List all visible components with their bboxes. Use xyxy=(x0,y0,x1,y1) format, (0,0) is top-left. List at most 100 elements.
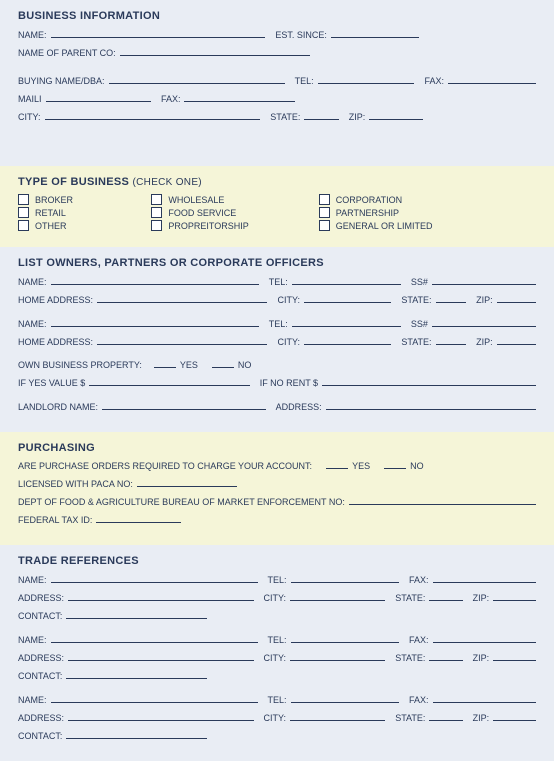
owner2-name-label: NAME: xyxy=(18,318,47,331)
ifyes-field[interactable] xyxy=(89,376,249,386)
ref3-zip-field[interactable] xyxy=(493,711,536,721)
ref1-tel-field[interactable] xyxy=(291,573,399,583)
ifno-field[interactable] xyxy=(322,376,536,386)
ifno-label: IF NO RENT $ xyxy=(260,377,318,390)
dept-label: DEPT OF FOOD & AGRICULTURE BUREAU OF MAR… xyxy=(18,496,345,509)
ref3-address-field[interactable] xyxy=(68,711,254,721)
ref1-city-label: CITY: xyxy=(264,592,287,605)
trade-references-section: TRADE REFERENCES NAME: TEL: FAX: ADDRESS… xyxy=(0,545,554,761)
ref1-state-label: STATE: xyxy=(395,592,425,605)
ownprop-yes-field[interactable] xyxy=(154,359,176,368)
partnership-checkbox[interactable] xyxy=(319,207,330,218)
ref3-city-field[interactable] xyxy=(290,711,385,721)
ref3-contact-field[interactable] xyxy=(66,729,207,739)
ref1-address-label: ADDRESS: xyxy=(18,592,64,605)
ref2-state-label: STATE: xyxy=(395,652,425,665)
ref1-contact-label: CONTACT: xyxy=(18,610,62,623)
ref2-name-field[interactable] xyxy=(51,633,258,643)
no-label: NO xyxy=(238,359,252,372)
partnership-label: PARTNERSHIP xyxy=(336,208,399,218)
ref1-address-field[interactable] xyxy=(68,591,254,601)
tel-label: TEL: xyxy=(295,75,314,88)
ref1-name-field[interactable] xyxy=(51,573,258,583)
purch-yes-field[interactable] xyxy=(326,460,348,469)
fed-field[interactable] xyxy=(96,513,181,523)
owners-heading: LIST OWNERS, PARTNERS OR CORPORATE OFFIC… xyxy=(18,257,536,269)
owner1-home-label: HOME ADDRESS: xyxy=(18,294,93,307)
dept-field[interactable] xyxy=(349,495,536,505)
ref2-zip-field[interactable] xyxy=(493,651,536,661)
owner1-name-field[interactable] xyxy=(51,275,259,285)
ref1-zip-field[interactable] xyxy=(493,591,536,601)
state-field[interactable] xyxy=(304,110,338,120)
ref2-contact-field[interactable] xyxy=(66,669,207,679)
tel-field[interactable] xyxy=(318,74,415,84)
ref3-state-field[interactable] xyxy=(429,711,462,721)
est-field[interactable] xyxy=(331,28,419,38)
ref2-tel-field[interactable] xyxy=(291,633,399,643)
ref3-name-field[interactable] xyxy=(51,693,258,703)
owner2-home-field[interactable] xyxy=(97,335,267,345)
maili-label: MAILI xyxy=(18,93,42,106)
owner1-ss-field[interactable] xyxy=(432,275,536,285)
ref2-state-field[interactable] xyxy=(429,651,462,661)
owner1-state-field[interactable] xyxy=(436,293,467,303)
purch-no-field[interactable] xyxy=(384,460,406,469)
fax-field[interactable] xyxy=(448,74,536,84)
name-field[interactable] xyxy=(51,28,266,38)
yes-label: YES xyxy=(180,359,198,372)
owner1-ss-label: SS# xyxy=(411,276,428,289)
purch-q1-label: ARE PURCHASE ORDERS REQUIRED TO CHARGE Y… xyxy=(18,460,312,473)
retail-label: RETAIL xyxy=(35,208,66,218)
purchasing-heading: PURCHASING xyxy=(18,442,536,454)
owner1-city-field[interactable] xyxy=(304,293,391,303)
zip-field[interactable] xyxy=(369,110,423,120)
city-field[interactable] xyxy=(45,110,261,120)
owner2-city-label: CITY: xyxy=(277,336,300,349)
owner1-home-field[interactable] xyxy=(97,293,267,303)
broker-checkbox[interactable] xyxy=(18,194,29,205)
owner1-zip-field[interactable] xyxy=(497,293,536,303)
paca-field[interactable] xyxy=(137,477,237,487)
ifyes-label: IF YES VALUE $ xyxy=(18,377,85,390)
ref3-fax-field[interactable] xyxy=(433,693,537,703)
parent-field[interactable] xyxy=(120,46,310,56)
owner2-zip-label: ZIP: xyxy=(476,336,493,349)
ref1-city-field[interactable] xyxy=(290,591,385,601)
fax-label: FAX: xyxy=(424,75,444,88)
other-checkbox[interactable] xyxy=(18,220,29,231)
retail-checkbox[interactable] xyxy=(18,207,29,218)
foodservice-checkbox[interactable] xyxy=(151,207,162,218)
owner2-zip-field[interactable] xyxy=(497,335,536,345)
ref2-contact-label: CONTACT: xyxy=(18,670,62,683)
ownprop-no-field[interactable] xyxy=(212,359,234,368)
corp-checkbox[interactable] xyxy=(319,194,330,205)
owner1-tel-field[interactable] xyxy=(292,275,401,285)
buying-field[interactable] xyxy=(109,74,285,84)
ref3-state-label: STATE: xyxy=(395,712,425,725)
fax2-field[interactable] xyxy=(184,92,294,102)
landlord-address-field[interactable] xyxy=(326,400,536,410)
gen-checkbox[interactable] xyxy=(319,220,330,231)
ref2-fax-field[interactable] xyxy=(433,633,537,643)
ref2-address-label: ADDRESS: xyxy=(18,652,64,665)
wholesale-checkbox[interactable] xyxy=(151,194,162,205)
owner2-city-field[interactable] xyxy=(304,335,391,345)
ref2-address-field[interactable] xyxy=(68,651,254,661)
ref1-fax-field[interactable] xyxy=(433,573,537,583)
business-info-heading: BUSINESS INFORMATION xyxy=(18,10,536,22)
wholesale-label: WHOLESALE xyxy=(168,195,224,205)
owner2-tel-field[interactable] xyxy=(292,317,401,327)
type-heading: TYPE OF BUSINESS (CHECK ONE) xyxy=(18,176,536,188)
owner2-ss-field[interactable] xyxy=(432,317,536,327)
owner2-state-field[interactable] xyxy=(436,335,467,345)
landlord-field[interactable] xyxy=(102,400,266,410)
ref1-state-field[interactable] xyxy=(429,591,462,601)
ref3-tel-field[interactable] xyxy=(291,693,399,703)
maili-field[interactable] xyxy=(46,92,151,102)
owner2-name-field[interactable] xyxy=(51,317,259,327)
ref2-city-field[interactable] xyxy=(290,651,385,661)
prop-label: PROPREITORSHIP xyxy=(168,221,248,231)
prop-checkbox[interactable] xyxy=(151,220,162,231)
est-label: EST. SINCE: xyxy=(275,29,327,42)
